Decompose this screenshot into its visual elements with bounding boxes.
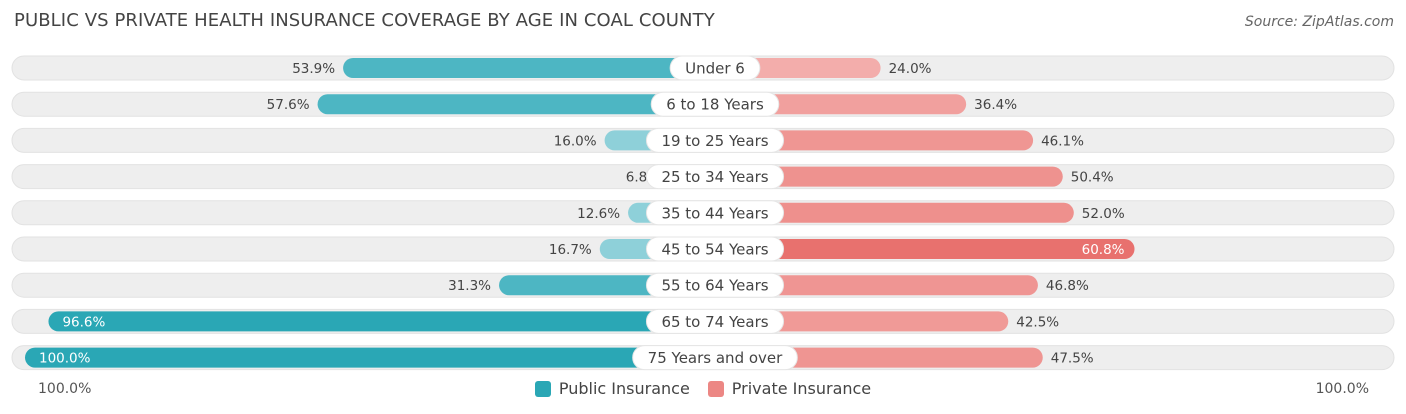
value-label-public: 53.9% [292,61,335,77]
value-label-private: 24.0% [889,61,932,77]
value-label-private: 36.4% [974,97,1017,113]
category-pill [650,91,780,117]
bar-private [715,239,1135,259]
value-label-private: 50.4% [1071,170,1114,186]
category-label: 45 to 54 Years [661,241,768,259]
value-label-public: 16.0% [554,133,597,149]
category-label: Under 6 [685,60,745,78]
value-label-public: 31.3% [448,278,491,294]
category-label: 55 to 64 Years [661,277,768,295]
category-label: 65 to 74 Years [661,313,768,331]
category-pill [645,308,785,334]
value-label-private: 46.8% [1046,278,1089,294]
legend-label-public: Public Insurance [558,379,690,398]
legend-swatch-public [534,380,551,397]
bar-private [715,130,1034,151]
bar-private [715,202,1074,223]
category-pill [645,272,785,298]
value-label-public: 100.0% [39,351,91,367]
value-label-public: 16.7% [549,242,592,258]
category-pill [632,345,798,371]
category-pill [645,200,785,226]
legend: Public Insurance Private Insurance [0,379,1406,398]
value-label-private: 46.1% [1041,133,1084,149]
value-label-public: 57.6% [267,97,310,113]
source-credit: Source: ZipAtlas.com [1244,14,1394,30]
bar-public [48,311,715,332]
legend-swatch-private [707,380,724,397]
bar-private [715,347,1043,368]
chart-canvas: 53.9% 24.0% Under 6 57.6% 36.4% 6 to 18 Years… [11,55,1395,371]
legend-label-private: Private Insurance [731,379,872,398]
value-label-public: 12.6% [577,206,620,222]
value-label-private: 47.5% [1051,351,1094,367]
category-label: 35 to 44 Years [661,204,768,222]
category-pill [645,236,785,262]
category-pill [669,55,761,81]
axis-right-label: 100.0% [1315,381,1369,397]
value-label-public: 96.6% [62,314,105,330]
legend-item-private[interactable]: Private Insurance [707,379,872,398]
category-label: 19 to 25 Years [661,132,768,150]
value-label-private: 42.5% [1016,314,1059,330]
bar-public [317,94,715,115]
bar-public [343,58,715,78]
category-label: 75 Years and over [648,349,783,367]
legend-item-public[interactable]: Public Insurance [534,379,690,398]
category-pill [645,127,785,153]
category-label: 25 to 34 Years [661,168,768,186]
category-label: 6 to 18 Years [666,96,764,114]
bar-private [715,275,1038,296]
bar-private [715,166,1063,187]
value-label-private: 60.8% [1082,242,1125,258]
bar-private [715,311,1009,332]
chart-title: PUBLIC VS PRIVATE HEALTH INSURANCE COVER… [14,10,715,31]
axis-left-label: 100.0% [38,381,92,397]
bar-public [25,347,715,368]
category-pill [645,164,785,190]
value-label-private: 52.0% [1082,206,1125,222]
